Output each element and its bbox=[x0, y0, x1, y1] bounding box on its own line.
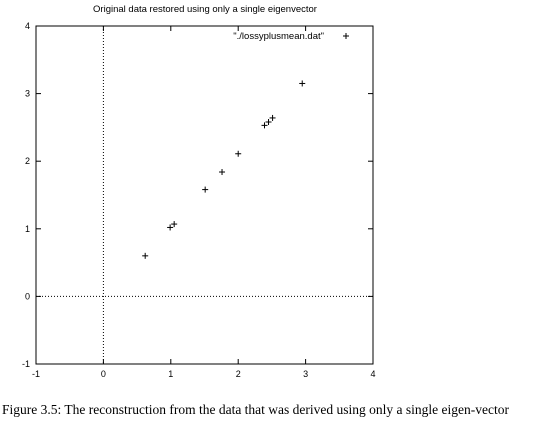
x-tick-label: 2 bbox=[236, 369, 241, 379]
data-point bbox=[261, 122, 268, 129]
y-tick-label: -1 bbox=[22, 359, 30, 369]
data-point bbox=[202, 186, 209, 193]
data-point bbox=[235, 150, 242, 157]
tick-labels: -1 0 1 2 3 4 -1 0 1 2 3 4 bbox=[22, 21, 376, 379]
data-point bbox=[219, 169, 226, 176]
legend-label: "./lossyplusmean.dat" bbox=[233, 31, 324, 42]
legend-marker bbox=[343, 33, 349, 39]
y-tick-label: 3 bbox=[25, 89, 30, 99]
plot-frame bbox=[35, 25, 374, 365]
axes bbox=[35, 25, 374, 365]
legend: "./lossyplusmean.dat" bbox=[233, 31, 349, 42]
x-tick-label: 1 bbox=[168, 369, 173, 379]
x-tick-label: 3 bbox=[303, 369, 308, 379]
tick-marks bbox=[35, 25, 374, 365]
data-point bbox=[299, 80, 306, 87]
scatter-plot: Original data restored using only a sing… bbox=[22, 4, 376, 379]
data-point bbox=[142, 252, 149, 259]
data-point bbox=[167, 224, 174, 231]
data-points bbox=[142, 80, 306, 259]
y-tick-label: 0 bbox=[25, 291, 30, 301]
data-point bbox=[269, 114, 276, 121]
y-tick-label: 4 bbox=[25, 21, 30, 31]
chart-title: Original data restored using only a sing… bbox=[93, 4, 317, 15]
data-point bbox=[265, 118, 272, 125]
x-tick-label: -1 bbox=[32, 369, 40, 379]
x-tick-label: 4 bbox=[370, 369, 375, 379]
y-tick-label: 1 bbox=[25, 224, 30, 234]
data-point bbox=[171, 221, 178, 228]
figure-caption: Figure 3.5: The reconstruction from the … bbox=[2, 402, 509, 417]
x-tick-label: 0 bbox=[101, 369, 106, 379]
legend-plus-marker bbox=[343, 33, 349, 39]
y-tick-label: 2 bbox=[25, 156, 30, 166]
